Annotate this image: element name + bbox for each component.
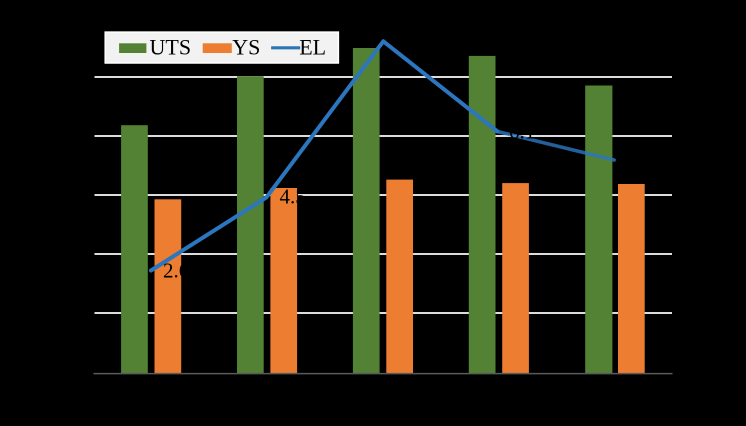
svg-text:EL: EL [299,35,326,60]
svg-text:8.5: 8.5 [395,29,421,53]
svg-text:5.4: 5.4 [626,148,653,172]
svg-text:YS: YS [232,35,260,60]
svg-text:6.1: 6.1 [509,119,535,143]
svg-text:4.5: 4.5 [280,185,306,209]
svg-text:UTS: UTS [150,35,192,60]
svg-text:2.6: 2.6 [163,258,189,282]
